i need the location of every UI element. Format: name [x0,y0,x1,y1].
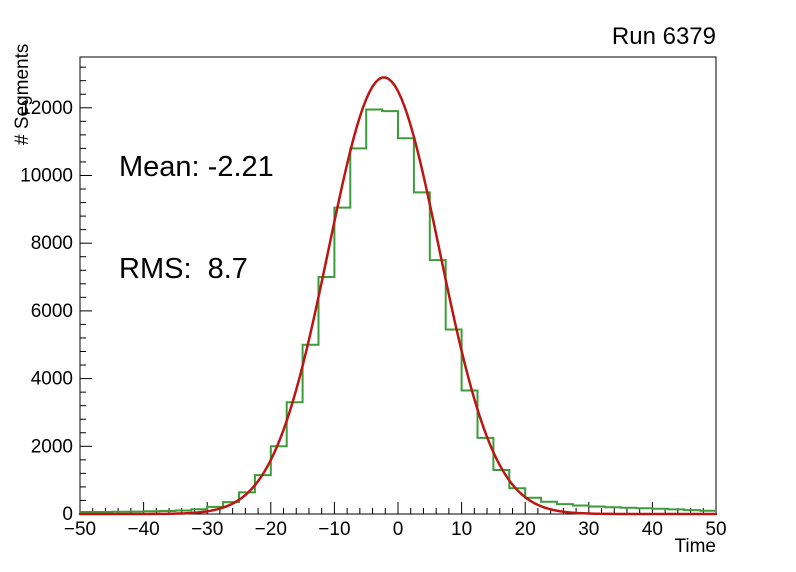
x-tick-label: 0 [393,519,404,540]
gaussian-fit-curve [78,76,718,516]
x-tick-label: −40 [127,519,159,540]
x-tick-label: 10 [451,519,472,540]
plot-title: Run 6379 [611,23,716,50]
x-tick-label: 50 [705,519,726,540]
stats-box: Mean: -2.21 RMS: 8.7 [119,82,274,354]
y-tick-label: 4000 [31,369,73,390]
x-axis-title: Time [674,536,716,557]
stats-rms: RMS: 8.7 [119,253,248,285]
y-tick-label: 6000 [31,301,73,322]
y-tick-label: 0 [62,504,73,525]
y-tick-label: 2000 [31,436,73,457]
y-axis-title: # Segments [12,43,33,145]
histogram-step-line [80,108,716,513]
x-tick-label: −30 [191,519,223,540]
x-tick-label: −10 [318,519,350,540]
x-tick-label: 40 [642,519,663,540]
x-tick-label: −20 [255,519,287,540]
x-tick-label: 30 [578,519,599,540]
x-tick-label: 20 [515,519,536,540]
y-tick-label: 8000 [31,233,73,254]
y-tick-label: 10000 [20,165,73,186]
y-tick-label: 12000 [20,98,73,119]
x-tick-label: −50 [64,519,96,540]
stats-mean: Mean: -2.21 [119,151,274,183]
